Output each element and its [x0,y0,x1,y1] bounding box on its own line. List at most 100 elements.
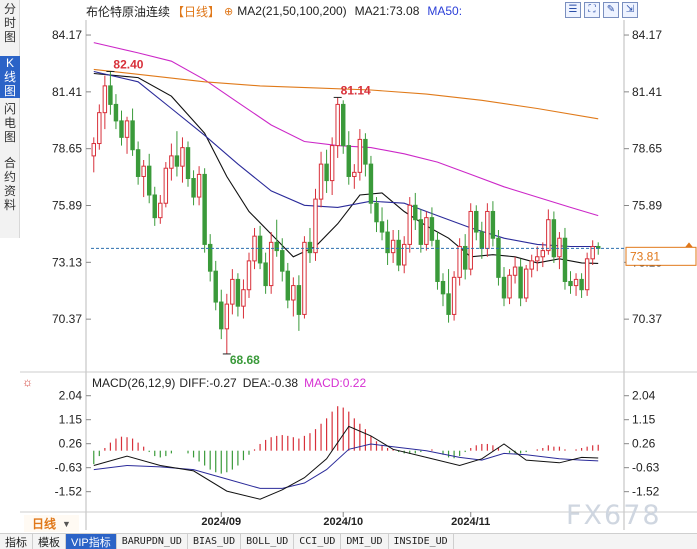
candle-body [363,138,368,165]
candle-body [546,219,551,252]
candle-body [219,301,224,330]
last-price-label: 73.81 [630,249,660,263]
candle-down [207,234,213,282]
candle-body [268,241,274,287]
window-buttons: ☰ ⛶ ✎ ⇲ [565,2,638,18]
candle-up [163,162,169,208]
candle-body [551,219,557,258]
tab-bias[interactable]: BIAS_UD [188,533,242,549]
settings-icon[interactable]: ☰ [565,2,581,18]
candle-body [507,274,512,299]
candle-body [562,237,568,282]
indicator-settings-icon[interactable]: ☼ [22,375,33,389]
candle-body [196,173,202,198]
tab-time-sharing[interactable]: 分时图 [3,2,16,44]
tab-boll[interactable]: BOLL_UD [241,533,295,549]
candle-body [496,237,501,278]
tab-dmi[interactable]: DMI_UD [341,533,389,549]
candle-body [274,241,279,252]
price-tick-label-left: 75.89 [52,199,82,213]
candle-body [479,231,485,250]
ma50-value: MA50: [427,4,463,18]
add-indicator-icon[interactable]: ⊕ [224,5,234,18]
candle-down [374,197,379,233]
candle-down [346,131,351,185]
candle-down [440,273,446,307]
macd-tick-label-left: 2.04 [59,389,83,403]
candle-up [180,137,185,183]
macd-tick-label-right: 0.26 [632,437,656,451]
candle-body [418,219,424,245]
candle-body [307,241,313,254]
draw-tool-icon[interactable]: ✎ [603,2,619,18]
candle-body [446,293,451,315]
candle-up [196,166,202,206]
tab-flash[interactable]: 闪电图 [3,102,16,144]
candle-up [407,197,412,253]
candle-down [385,219,390,265]
candle-down [501,267,507,307]
ma-orange-line [93,68,599,120]
candle-up [102,75,108,130]
candle-body [435,239,440,282]
candle-down [562,227,568,290]
tab-cci[interactable]: CCI_UD [294,533,342,549]
price-tick-label-left: 70.37 [52,312,82,326]
tab-barupdn[interactable]: BARUPDN_UD [117,533,188,549]
candle-down [146,153,152,204]
macd-tick-label-right: 1.15 [632,413,656,427]
time-tick-label: 2024/11 [451,516,490,528]
candle-down [307,227,313,263]
fullscreen-icon[interactable]: ⛶ [584,2,600,18]
candle-down [413,192,418,230]
export-icon[interactable]: ⇲ [622,2,638,18]
candle-body [457,245,462,278]
candle-body [191,178,196,198]
candle-down [274,219,279,257]
candle-body [413,204,418,221]
tab-template[interactable]: 模板 [33,533,66,549]
macd-header: MACD(26,12,9) DIFF:-0.27 DEA:-0.38 MACD:… [92,375,366,391]
candle-down [379,207,385,241]
price-tick-label-right: 75.89 [632,199,662,213]
period-selector[interactable]: 日线 ▼ [24,515,79,532]
tab-contract-info[interactable]: 合约资料 [3,156,16,212]
candle-body [424,217,429,245]
low-annotation: 68.68 [230,353,260,367]
macd-params[interactable]: MACD(26,12,9) [92,376,176,390]
candle-up [523,265,529,303]
candle-body [235,278,241,307]
candle-body [152,194,157,219]
tab-inside[interactable]: INSIDE_UD [389,533,454,549]
ma-params[interactable]: MA2(21,50,100,200) [237,4,347,18]
chevron-down-icon: ▼ [62,518,71,529]
candle-down [213,260,218,311]
tab-vip-indicator[interactable]: VIP指标 [66,533,117,549]
candle-up [291,277,296,317]
candle-body [230,278,235,305]
candle-down [579,273,584,298]
candle-body [529,260,534,270]
candle-down [435,232,440,290]
candle-body [174,155,180,167]
price-tick-label-right: 70.37 [632,312,662,326]
candle-body [485,210,490,250]
candle-up [329,137,335,195]
candle-body [573,278,579,287]
price-tick-label-right: 84.17 [632,28,662,42]
candle-down [185,141,191,187]
candle-body [246,260,252,291]
candle-body [341,103,346,147]
tab-indicator[interactable]: 指标 [0,533,33,549]
candle-up [573,273,579,296]
candle-down [130,108,135,156]
candle-up [302,236,307,319]
candle-body [429,217,435,241]
candle-up [241,279,246,319]
period-label[interactable]: 【日线】 [172,4,221,19]
ma-blue-line [93,70,599,248]
candle-down [396,230,401,272]
